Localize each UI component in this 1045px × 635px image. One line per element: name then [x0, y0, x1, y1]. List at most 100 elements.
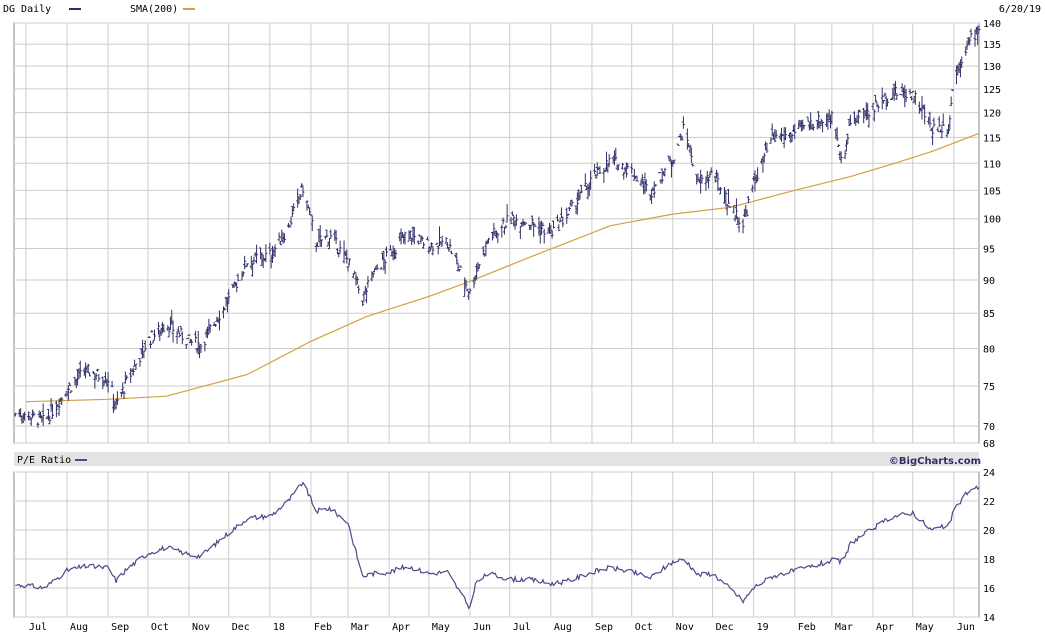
ohlc-bar: [716, 172, 720, 191]
ohlc-bar: [622, 171, 626, 180]
ohlc-bar: [765, 142, 769, 154]
bigcharts-credit: ©BigCharts.com: [889, 456, 981, 467]
ohlc-bar: [305, 200, 309, 211]
ohlc-bar: [123, 371, 127, 384]
ohlc-bar: [557, 224, 561, 232]
ohlc-bar: [78, 360, 82, 378]
ohlc-bar: [444, 237, 448, 244]
ohlc-bar: [384, 246, 388, 257]
ohlc-bar: [577, 189, 581, 201]
ohlc-bar: [308, 207, 312, 215]
x-tick-label: Jun: [957, 622, 975, 633]
ohlc-bar: [883, 92, 887, 97]
ohlc-bar: [504, 224, 508, 229]
ohlc-bar: [97, 373, 101, 382]
ohlc-bar: [745, 209, 749, 217]
ohlc-bar: [270, 245, 274, 263]
ohlc-bar: [92, 371, 96, 375]
ohlc-bar: [151, 339, 155, 344]
ohlc-bar: [251, 262, 255, 277]
ohlc-bar: [941, 113, 945, 127]
ohlc-bar: [138, 357, 142, 367]
ohlc-bar: [459, 265, 463, 268]
ohlc-bar: [977, 26, 981, 32]
ohlc-bar: [976, 25, 980, 46]
ohlc-bar: [968, 37, 972, 46]
ohlc-bar: [298, 194, 302, 200]
ohlc-bar: [893, 81, 897, 95]
ohlc-bar: [725, 203, 729, 216]
ohlc-bar: [430, 242, 434, 248]
x-tick-label: Aug: [70, 622, 88, 633]
ohlc-bar: [290, 205, 294, 218]
ohlc-bar: [171, 320, 175, 343]
ohlc-bar: [948, 115, 952, 130]
ohlc-bar: [54, 400, 58, 418]
ohlc-bar: [175, 331, 179, 344]
ohlc-bar: [632, 168, 636, 181]
ohlc-bar: [260, 252, 264, 266]
ohlc-bar: [468, 288, 472, 294]
ohlc-bar: [630, 163, 634, 174]
sma-200-line: [25, 132, 980, 403]
ohlc-bar: [575, 192, 579, 215]
ohlc-bar: [737, 217, 741, 233]
ohlc-bar: [435, 242, 439, 245]
ohlc-bar: [940, 124, 944, 139]
ohlc-bar: [448, 238, 452, 249]
ohlc-bar: [196, 330, 200, 355]
ohlc-bar: [965, 40, 969, 50]
ohlc-bar: [708, 172, 712, 178]
ohlc-bar: [236, 273, 240, 282]
ohlc-bar: [252, 256, 256, 264]
pe-y-tick-label: 24: [983, 468, 995, 479]
ohlc-bar: [911, 90, 915, 93]
ohlc-bar: [709, 167, 713, 174]
ohlc-bar: [338, 240, 342, 254]
ohlc-bar: [950, 89, 954, 91]
ohlc-bar: [882, 100, 886, 104]
ohlc-bar: [199, 343, 203, 354]
ohlc-bar: [679, 133, 683, 141]
ohlc-bar: [689, 147, 693, 163]
pe-y-tick-label: 18: [983, 555, 995, 566]
ohlc-bar: [111, 393, 115, 414]
ohlc-bar: [874, 94, 878, 102]
ohlc-bar: [713, 175, 717, 183]
pe-y-tick-label: 22: [983, 497, 995, 508]
ohlc-bar: [746, 195, 750, 204]
x-tick-label: Sep: [595, 622, 613, 633]
pe-plot-area: [13, 471, 980, 618]
ohlc-bar: [732, 205, 736, 214]
ohlc-bar: [465, 288, 469, 292]
ohlc-bar: [487, 237, 491, 244]
ohlc-bar: [403, 231, 407, 245]
ohlc-bar: [388, 244, 392, 251]
ohlc-bar: [436, 246, 440, 255]
ohlc-bar: [750, 184, 754, 193]
ohlc-bar: [134, 363, 138, 370]
ohlc-bar: [973, 29, 977, 47]
price-y-tick-label: 68: [983, 439, 995, 450]
ohlc-bar: [672, 159, 676, 164]
ohlc-bar: [318, 225, 322, 247]
ohlc-bar: [821, 121, 825, 133]
ohlc-bar: [347, 258, 351, 266]
x-tick-label: May: [432, 622, 450, 633]
ohlc-bar: [954, 65, 958, 85]
ohlc-bar: [858, 109, 862, 113]
ohlc-bar: [811, 124, 815, 131]
chart-date: 6/20/19: [999, 4, 1041, 15]
ohlc-bar: [500, 224, 504, 238]
ohlc-bar: [455, 252, 459, 265]
ohlc-bar: [937, 116, 941, 127]
ohlc-bar: [289, 216, 293, 226]
ohlc-bar: [491, 232, 495, 241]
ohlc-bar: [121, 382, 125, 394]
ohlc-bar: [221, 306, 225, 319]
ohlc-bar: [681, 116, 685, 129]
x-tick-label: Oct: [151, 622, 169, 633]
ohlc-bar: [566, 213, 570, 216]
ohlc-bar: [69, 390, 73, 394]
ohlc-bar: [856, 109, 860, 124]
